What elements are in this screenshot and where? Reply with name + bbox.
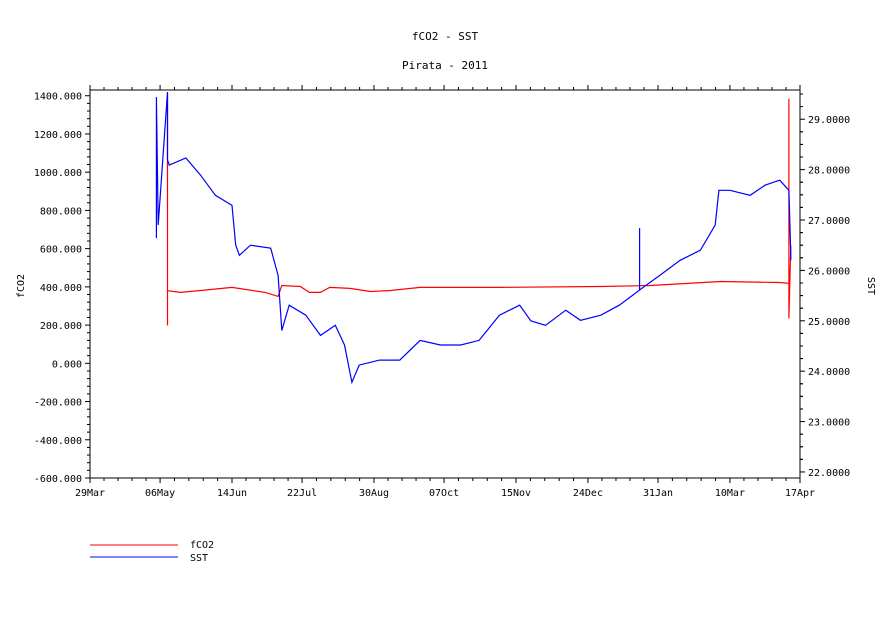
chart-title: fCO2 - SST — [412, 30, 479, 43]
x-tick-label: 07Oct — [429, 488, 459, 499]
left-tick-label: -200.000 — [34, 398, 82, 409]
left-tick-label: 1400.000 — [34, 92, 82, 103]
x-tick-label: 29Mar — [75, 488, 105, 499]
left-tick-label: 800.000 — [40, 206, 82, 217]
right-tick-label: 28.0000 — [808, 166, 850, 177]
x-tick-label: 31Jan — [643, 488, 673, 499]
left-tick-label: -600.000 — [34, 474, 82, 485]
left-tick-label: 0.000 — [52, 359, 82, 370]
left-tick-label: 1200.000 — [34, 130, 82, 141]
left-tick-label: 200.000 — [40, 321, 82, 332]
right-tick-label: 29.0000 — [808, 115, 850, 126]
right-tick-label: 22.0000 — [808, 468, 850, 479]
series-line-sst — [155, 91, 792, 385]
legend-label-sst: SST — [190, 553, 208, 564]
right-tick-label: 27.0000 — [808, 216, 850, 227]
x-tick-label: 22Jul — [287, 488, 317, 499]
plot-frame — [89, 89, 801, 479]
x-tick-label: 15Nov — [501, 488, 531, 499]
axes: -600.000 -400.000 -200.000 0.000 200.000 400.… — [34, 85, 850, 499]
legend-label-fco2: fCO2 — [190, 540, 214, 551]
chart-subtitle: Pirata - 2011 — [402, 59, 488, 72]
right-tick-label: 23.0000 — [808, 418, 850, 429]
left-tick-label: 600.000 — [40, 245, 82, 256]
x-tick-label: 06May — [145, 488, 175, 499]
y-axis-right-label: SST — [865, 277, 876, 295]
y-axis-left-label: fCO2 — [16, 274, 27, 298]
series-layer — [155, 91, 792, 385]
right-tick-label: 24.0000 — [808, 367, 850, 378]
left-tick-label: -400.000 — [34, 436, 82, 447]
left-tick-label: 400.000 — [40, 283, 82, 294]
x-tick-label: 30Aug — [359, 488, 389, 499]
x-tick-label: 14Jun — [217, 488, 247, 499]
left-tick-label: 1000.000 — [34, 168, 82, 179]
right-tick-label: 26.0000 — [808, 266, 850, 277]
x-tick-label: 24Dec — [573, 488, 603, 499]
x-tick-label: 10Mar — [715, 488, 745, 499]
x-tick-label: 17Apr — [785, 488, 815, 499]
right-tick-label: 25.0000 — [808, 317, 850, 328]
legend: fCO2 SST — [90, 540, 214, 564]
series-line-fco2 — [166, 95, 792, 326]
